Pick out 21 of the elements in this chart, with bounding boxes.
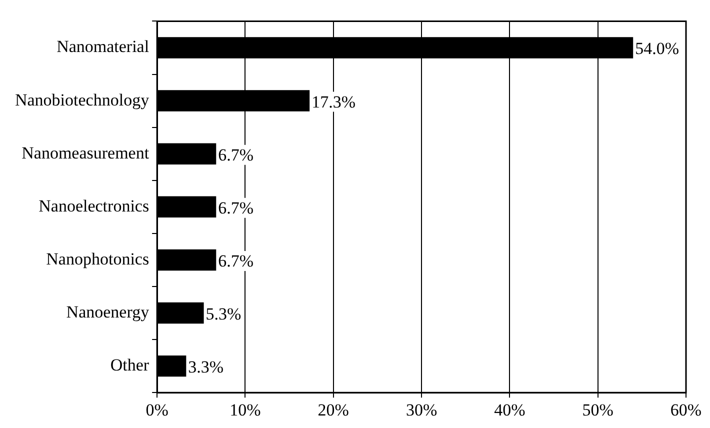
x-tick-label: 30% (406, 400, 438, 420)
x-tick-label: 0% (146, 400, 168, 420)
x-tick-label: 40% (494, 400, 526, 420)
y-tick-label: Nanobiotechnology (14, 90, 150, 110)
data-label: 5.3% (206, 304, 242, 324)
y-tick-label: Nanomeasurement (22, 143, 150, 162)
x-tick-label: 10% (230, 400, 261, 420)
data-label: 6.7% (218, 251, 254, 270)
y-tick-label: Nanoenergy (66, 302, 150, 322)
data-label: 17.3% (312, 92, 356, 112)
data-label: 6.7% (218, 145, 254, 164)
y-tick-label: Nanophotonics (46, 249, 150, 268)
x-tick-label: 60% (670, 400, 702, 420)
x-tick-label: 20% (318, 400, 349, 420)
y-tick-label: Nanoelectronics (38, 196, 150, 216)
data-label: 6.7% (218, 198, 254, 218)
y-tick-label: Nanomaterial (56, 37, 150, 56)
data-label: 3.3% (188, 358, 224, 377)
x-tick-label: 50% (582, 400, 614, 420)
y-tick-label: Other (110, 356, 150, 375)
data-label: 54.0% (635, 39, 680, 58)
